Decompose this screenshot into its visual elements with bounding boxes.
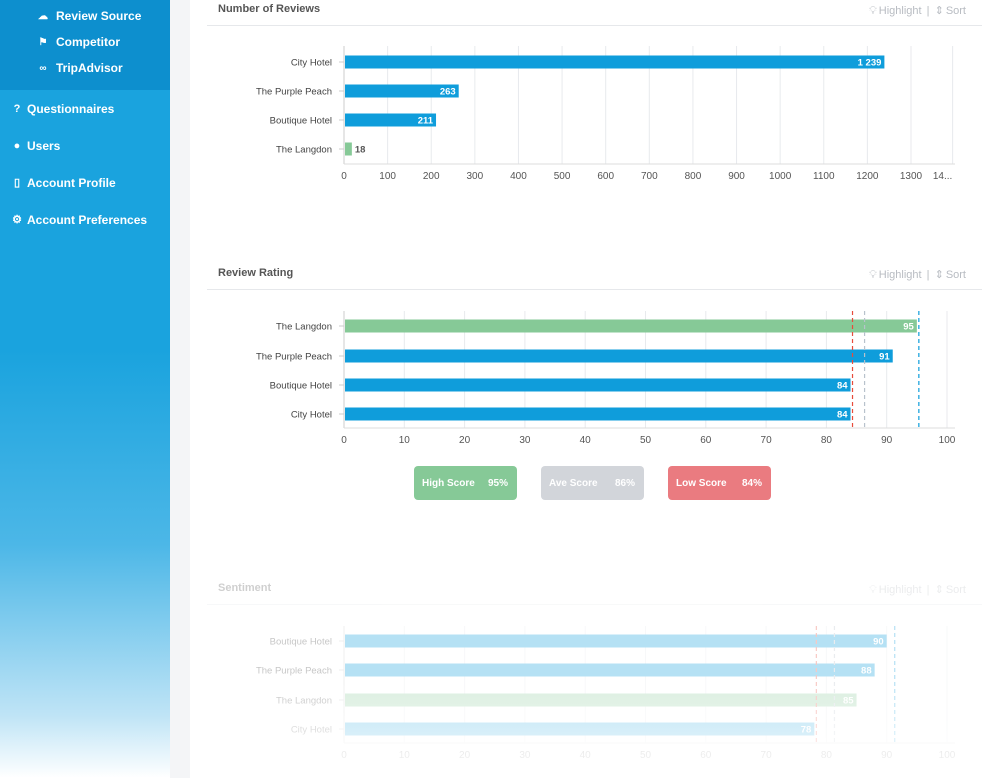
sidebar-item-label: Competitor xyxy=(56,35,120,49)
section-tools: 💡︎ Highlight | ⇕ Sort xyxy=(867,583,966,597)
low-score-label: Low Score xyxy=(676,477,727,489)
high-score-label: High Score xyxy=(422,477,475,489)
low-score-value: 84% xyxy=(741,477,762,489)
ave-score-button[interactable]: Ave Score 86% xyxy=(541,466,644,500)
sort-icon: ⇕ xyxy=(934,584,944,596)
section-header: Number of Reviews 💡︎ Highlight | ⇕ Sort xyxy=(207,0,982,26)
section-title: Review Rating xyxy=(218,267,294,279)
sidebar-item-label: Account Profile xyxy=(27,175,116,190)
section-title: Sentiment xyxy=(218,582,272,594)
sidebar-item-competitor[interactable]: ⚑ Competitor xyxy=(0,29,170,55)
cloud-icon: ☁ xyxy=(38,10,48,22)
sort-icon: ⇕ xyxy=(934,5,944,17)
sidebar-item-questionnaires[interactable]: ? Questionnaires xyxy=(0,90,170,127)
section-tools: 💡︎ Highlight | ⇕ Sort xyxy=(867,4,966,18)
sidebar-item-label: Review Source xyxy=(56,9,142,23)
high-score-value: 95% xyxy=(487,477,508,489)
highlight-button[interactable]: Highlight xyxy=(878,5,922,17)
sidebar-item-tripadvisor[interactable]: ∞ TripAdvisor xyxy=(0,55,170,81)
content-gutter xyxy=(170,0,190,778)
low-score-button[interactable]: Low Score 84% xyxy=(668,466,771,500)
section-tools: 💡︎ Highlight | ⇕ Sort xyxy=(867,268,966,282)
sidebar-item-account-preferences[interactable]: ⚙ Account Preferences xyxy=(0,201,170,238)
sidebar-item-label: TripAdvisor xyxy=(56,61,123,75)
main-content: Number of Reviews 💡︎ Highlight | ⇕ Sort Re… xyxy=(190,0,1000,778)
reviews-section: Number of Reviews 💡︎ Highlight | ⇕ Sort xyxy=(207,0,982,26)
tool-separator: | xyxy=(926,584,930,596)
sidebar-item-account-profile[interactable]: ▯ Account Profile xyxy=(0,164,170,201)
sidebar: ☁ Review Source ⚑ Competitor ∞ TripAdvis… xyxy=(0,0,170,778)
question-icon: ? xyxy=(13,102,21,115)
flag-icon: ⚑ xyxy=(38,36,48,48)
ave-score-value: 86% xyxy=(614,477,635,489)
sidebar-item-label: Account Preferences xyxy=(27,212,148,227)
sort-button[interactable]: Sort xyxy=(945,269,966,281)
sidebar-item-label: Questionnaires xyxy=(27,101,115,116)
lightbulb-icon: 💡︎ xyxy=(869,584,877,596)
tripadvisor-icon: ∞ xyxy=(39,62,47,74)
sidebar-item-label: Users xyxy=(27,138,61,153)
sidebar-item-review-source[interactable]: ☁ Review Source xyxy=(0,3,170,29)
tool-separator: | xyxy=(926,5,930,17)
section-title: Number of Reviews xyxy=(218,3,321,15)
rating-section: Review Rating 💡︎ Highlight | ⇕ Sort xyxy=(207,264,982,290)
sidebar-submenu: ☁ Review Source ⚑ Competitor ∞ TripAdvis… xyxy=(0,0,170,90)
section-header: Sentiment 💡︎ Highlight | ⇕ Sort xyxy=(207,579,982,605)
tool-separator: | xyxy=(926,269,930,281)
sort-button[interactable]: Sort xyxy=(945,5,966,17)
lightbulb-icon: 💡︎ xyxy=(869,5,877,17)
lightbulb-icon: 💡︎ xyxy=(869,269,877,281)
ave-score-label: Ave Score xyxy=(549,477,598,489)
sort-button[interactable]: Sort xyxy=(945,584,966,596)
highlight-button[interactable]: Highlight xyxy=(878,584,922,596)
user-icon: ● xyxy=(13,139,21,152)
sentiment-section: Sentiment 💡︎ Highlight | ⇕ Sort xyxy=(207,579,982,605)
high-score-button[interactable]: High Score 95% xyxy=(414,466,517,500)
document-icon: ▯ xyxy=(13,177,21,189)
highlight-button[interactable]: Highlight xyxy=(878,269,922,281)
sidebar-item-users[interactable]: ● Users xyxy=(0,127,170,164)
section-header: Review Rating 💡︎ Highlight | ⇕ Sort xyxy=(207,264,982,290)
gears-icon: ⚙ xyxy=(12,214,22,226)
sort-icon: ⇕ xyxy=(934,269,944,281)
